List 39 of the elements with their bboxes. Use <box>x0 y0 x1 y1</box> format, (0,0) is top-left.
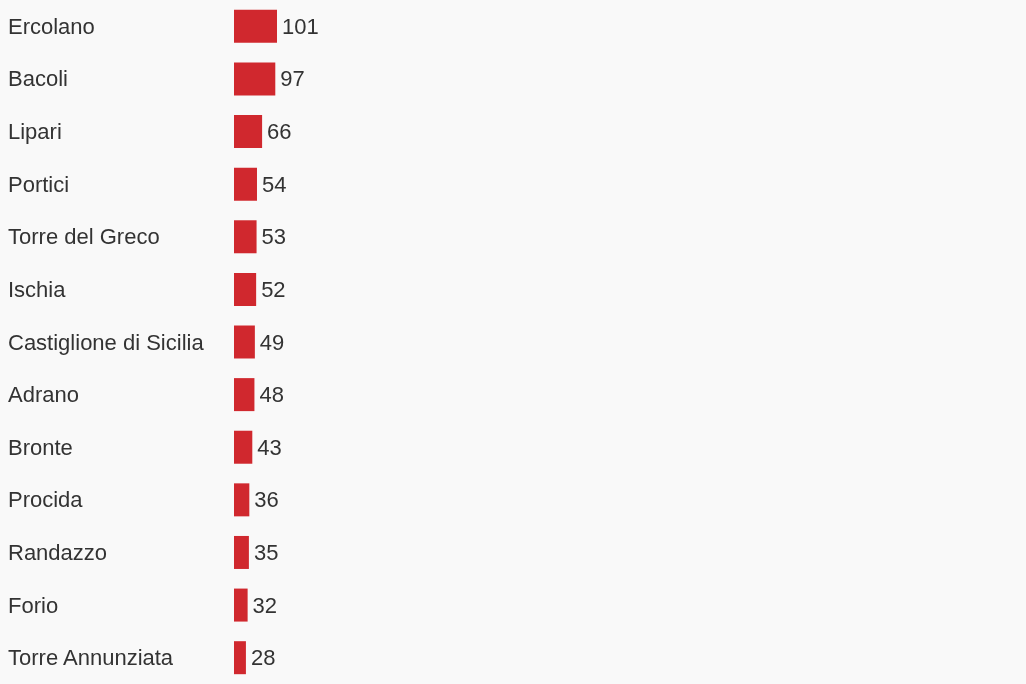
y-tick-label: Bacoli <box>8 66 68 92</box>
bar <box>234 483 250 517</box>
data-label: 35 <box>253 539 279 565</box>
data-label: 97 <box>280 66 305 92</box>
bar <box>234 220 257 254</box>
y-tick-label: Adrano <box>8 382 79 408</box>
bar <box>234 641 246 675</box>
y-tick-label: Castiglione di Sicilia <box>8 329 205 355</box>
bar <box>234 325 255 359</box>
y-tick-label: Bronte <box>8 434 73 460</box>
data-label: 28 <box>250 645 276 671</box>
bar <box>234 115 263 149</box>
bar <box>234 430 253 464</box>
data-label: 52 <box>261 276 286 302</box>
data-label: 101 <box>282 13 319 39</box>
bar <box>234 62 276 96</box>
bar <box>234 272 257 306</box>
y-tick-label: Lipari <box>8 119 62 145</box>
data-label: 66 <box>267 119 292 145</box>
y-tick-label: Torre del Greco <box>8 224 160 250</box>
y-tick-label: Ercolano <box>8 13 95 39</box>
bar <box>234 9 277 43</box>
y-tick-label: Ischia <box>8 276 67 302</box>
data-label: 53 <box>261 224 287 250</box>
y-tick-label: Procida <box>8 487 84 513</box>
data-label: 32 <box>252 592 278 618</box>
bar <box>234 378 255 412</box>
bar <box>234 535 249 569</box>
data-label: 49 <box>259 329 285 355</box>
data-label: 54 <box>261 171 287 197</box>
bar <box>234 588 248 622</box>
y-tick-label: Portici <box>8 171 70 197</box>
y-tick-label: Randazzo <box>8 539 108 565</box>
data-label: 43 <box>257 434 282 460</box>
data-label: 36 <box>254 487 279 513</box>
y-tick-label: Forio <box>8 592 59 618</box>
y-tick-label: Torre Annunziata <box>8 645 174 671</box>
bar <box>234 167 257 201</box>
data-label: 48 <box>259 382 284 408</box>
